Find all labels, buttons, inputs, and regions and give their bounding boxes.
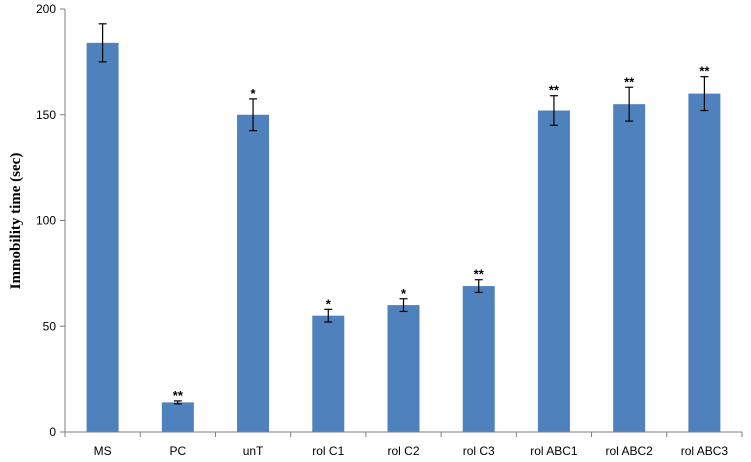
significance-mark: ** [699,64,710,79]
significance-mark: ** [549,83,560,98]
bar [537,110,570,433]
y-tick-label: 0 [49,425,56,439]
significance-mark: * [251,86,257,101]
x-tick-label: rol ABC3 [681,444,729,458]
bar [161,402,194,432]
significance-marks: ************* [173,64,711,403]
x-axis: MS PC unT rol C1 rol C2 rol C3 rol ABC1 rol ABC… [64,432,743,458]
y-tick-label: 200 [36,2,56,16]
x-tick-label: rol ABC2 [605,444,653,458]
bar [237,114,270,432]
x-tick-label: rol C2 [387,444,419,458]
significance-mark: * [326,296,332,311]
x-tick-label: rol ABC1 [530,444,578,458]
significance-mark: ** [173,388,184,403]
bars [86,42,721,433]
y-tick-label: 50 [43,319,57,333]
significance-mark: * [401,286,407,301]
y-axis-label: Immobility time (sec) [8,153,24,290]
bar [462,286,495,432]
significance-mark: ** [624,74,635,89]
x-tick-label: MS [94,444,112,458]
y-axis: 0 50 100 150 200 [36,2,65,439]
bar [86,42,119,433]
error-bars [98,23,709,405]
significance-mark: ** [474,267,485,282]
bar [312,315,345,432]
x-tick-label: rol C1 [312,444,344,458]
y-tick-label: 100 [36,214,56,228]
x-tick-label: PC [169,444,186,458]
bar [387,305,420,432]
bar [613,104,646,433]
x-tick-label: unT [243,444,264,458]
x-tick-label: rol C3 [463,444,495,458]
bar [688,93,721,432]
y-tick-label: 150 [36,108,56,122]
